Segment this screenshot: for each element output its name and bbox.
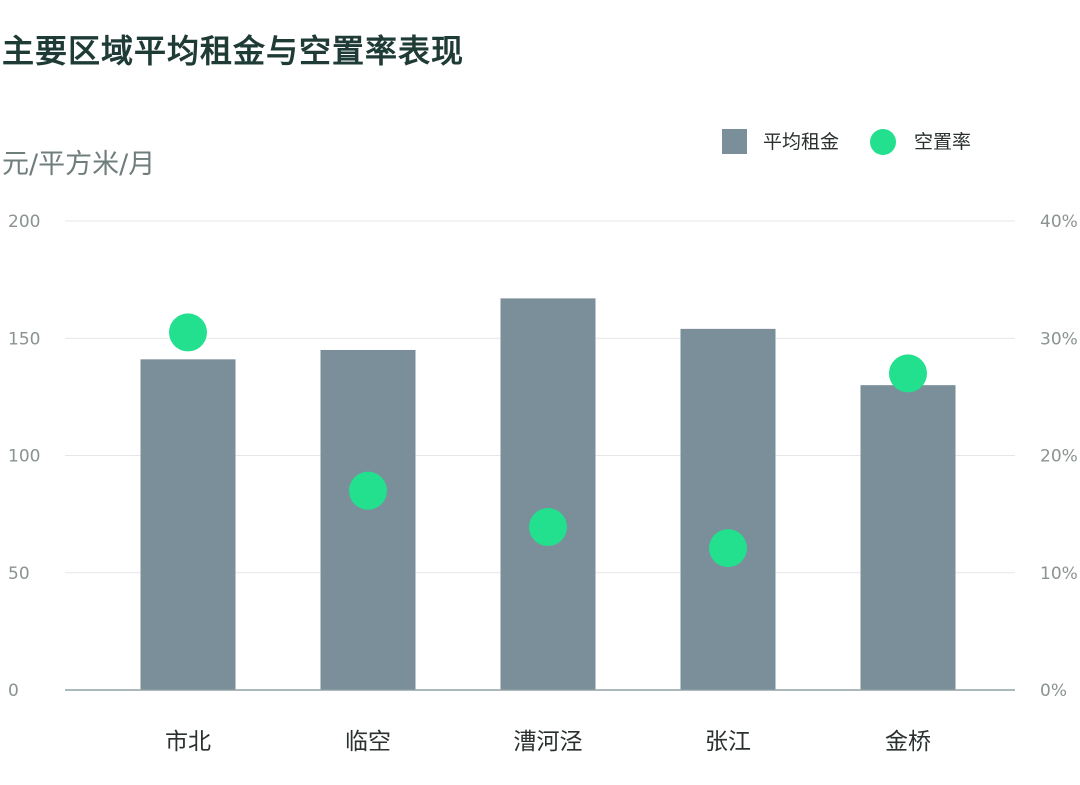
y-tick-label: 50	[8, 564, 30, 584]
y2-tick-label: 40%	[1040, 212, 1078, 232]
y2-tick-label: 0%	[1040, 681, 1067, 701]
bar-2	[320, 349, 416, 690]
bar-3	[500, 298, 596, 690]
bar-5	[860, 385, 956, 690]
bar-1	[140, 359, 236, 690]
y-axis-unit-label: 元/平方米/月	[2, 149, 156, 180]
bars-series	[140, 298, 956, 690]
vacancy-point-4	[709, 529, 747, 568]
y-tick-label: 0	[8, 681, 19, 701]
y-tick-label: 150	[8, 329, 40, 349]
legend-bar-swatch	[722, 129, 747, 154]
legend-dot-swatch	[870, 129, 896, 155]
right-axis-ticks: 0% 10% 20% 30% 40%	[1040, 212, 1078, 701]
y2-tick-label: 10%	[1040, 564, 1078, 584]
y-tick-label: 100	[8, 447, 40, 467]
category-labels: 市北 临空 漕河泾 张江 金桥	[165, 729, 931, 755]
category-label: 金桥	[885, 729, 931, 755]
category-label: 漕河泾	[514, 729, 583, 755]
y-tick-label: 200	[8, 212, 40, 232]
category-label: 临空	[345, 729, 391, 755]
category-label: 张江	[705, 729, 751, 755]
vacancy-point-3	[529, 508, 567, 547]
vacancy-point-2	[349, 471, 387, 510]
y2-tick-label: 20%	[1040, 447, 1078, 467]
points-series	[169, 313, 927, 568]
legend-bar-label: 平均租金	[763, 131, 839, 153]
vacancy-point-1	[169, 313, 207, 352]
category-label: 市北	[165, 729, 211, 755]
chart-title: 主要区域平均租金与空置率表现	[2, 32, 465, 70]
left-axis-ticks: 0 50 100 150 200	[8, 212, 40, 701]
bar-4	[680, 328, 776, 690]
vacancy-point-5	[889, 354, 927, 393]
legend: 平均租金 空置率	[722, 129, 971, 155]
y2-tick-label: 30%	[1040, 329, 1078, 349]
legend-dot-label: 空置率	[914, 131, 971, 153]
